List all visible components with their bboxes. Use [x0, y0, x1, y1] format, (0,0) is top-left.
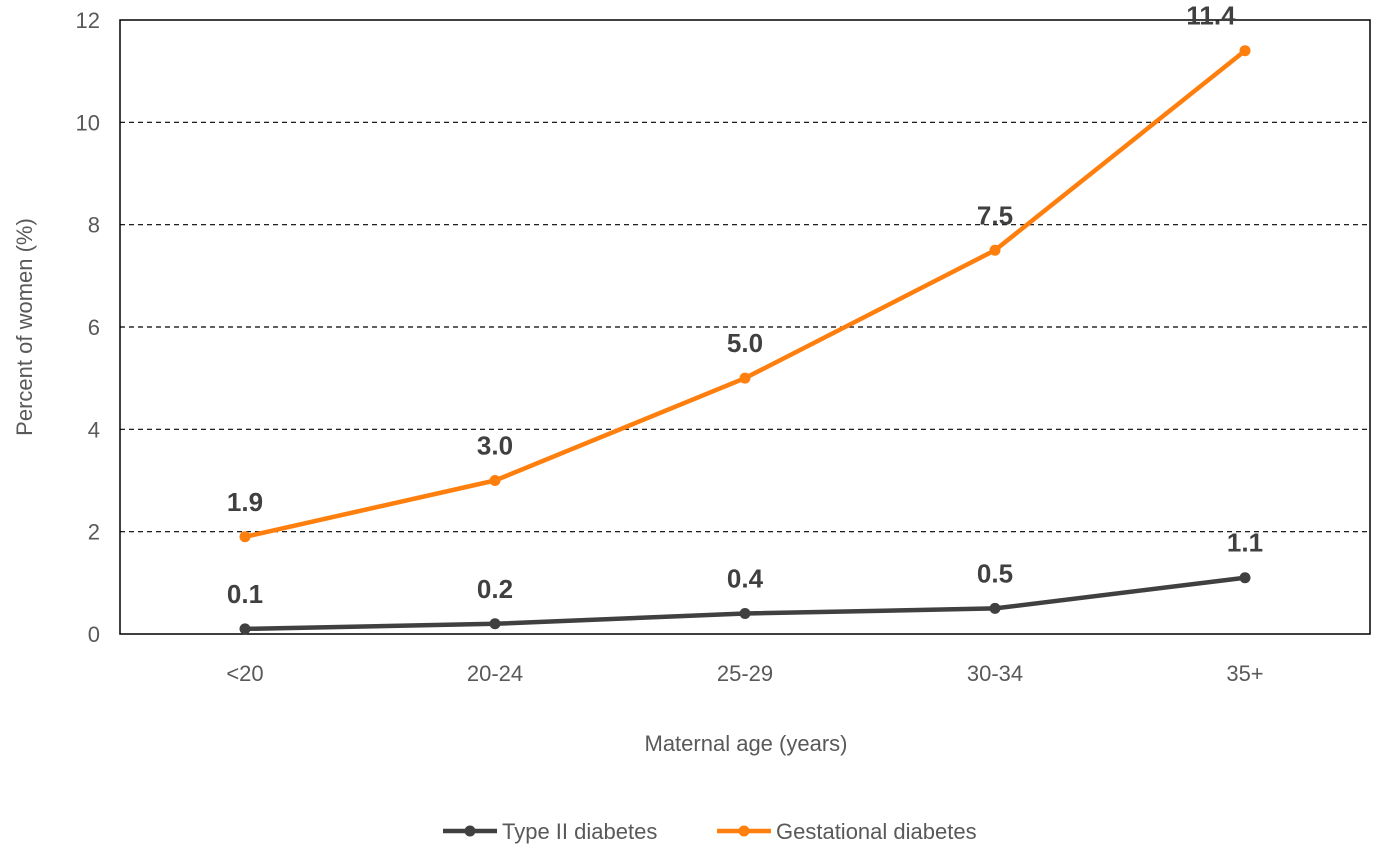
data-point [489, 618, 501, 630]
x-tick-label: 35+ [1226, 661, 1263, 686]
data-point [989, 602, 1001, 614]
x-tick-label: <20 [226, 661, 263, 686]
data-label: 3.0 [477, 431, 513, 461]
legend-label-gestational: Gestational diabetes [776, 819, 977, 844]
plot-area-frame [119, 19, 1371, 635]
data-point [739, 372, 751, 384]
gridlines [120, 121, 1370, 533]
legend-label-type-ii: Type II diabetes [502, 819, 657, 844]
data-point [1239, 45, 1251, 57]
data-label: 0.2 [477, 574, 513, 604]
y-tick-label: 12 [76, 8, 100, 33]
y-tick-label: 10 [76, 110, 100, 135]
y-tick-label: 4 [88, 417, 100, 442]
data-label: 11.4 [1186, 1, 1236, 31]
data-point [1239, 572, 1251, 584]
legend-marker-type-ii [464, 825, 476, 837]
y-tick-label: 2 [88, 520, 100, 545]
data-point [239, 623, 251, 635]
y-axis-ticks: 0 2 4 6 8 10 12 [76, 8, 100, 647]
x-tick-label: 30-34 [967, 661, 1023, 686]
data-label: 7.5 [977, 200, 1013, 230]
legend-item-type-ii: Type II diabetes [443, 819, 657, 844]
data-label: 5.0 [727, 328, 763, 358]
data-label: 0.4 [727, 564, 764, 594]
data-point [239, 531, 251, 543]
y-tick-label: 8 [88, 213, 100, 238]
data-point [489, 475, 501, 486]
data-label: 1.1 [1227, 528, 1263, 558]
y-tick-label: 6 [88, 315, 100, 340]
data-labels: 0.1 0.2 0.4 0.5 1.1 1.9 3.0 5.0 7.5 11.4 [227, 1, 1263, 609]
data-label: 0.1 [227, 579, 263, 609]
legend: Type II diabetes Gestational diabetes [443, 819, 977, 844]
legend-item-gestational: Gestational diabetes [717, 819, 977, 844]
x-axis-title: Maternal age (years) [645, 731, 848, 756]
data-point [989, 244, 1001, 256]
series-layer [239, 45, 1251, 635]
y-tick-label: 0 [88, 622, 100, 647]
x-tick-label: 20-24 [467, 661, 523, 686]
series-line [244, 48, 1247, 539]
data-label: 1.9 [227, 487, 263, 517]
x-tick-label: 25-29 [717, 661, 773, 686]
data-label: 0.5 [977, 558, 1013, 588]
y-axis-title: Percent of women (%) [12, 218, 37, 436]
x-axis-ticks: <20 20-24 25-29 30-34 35+ [226, 661, 1263, 686]
data-point [739, 608, 751, 620]
legend-marker-gestational [738, 825, 750, 837]
